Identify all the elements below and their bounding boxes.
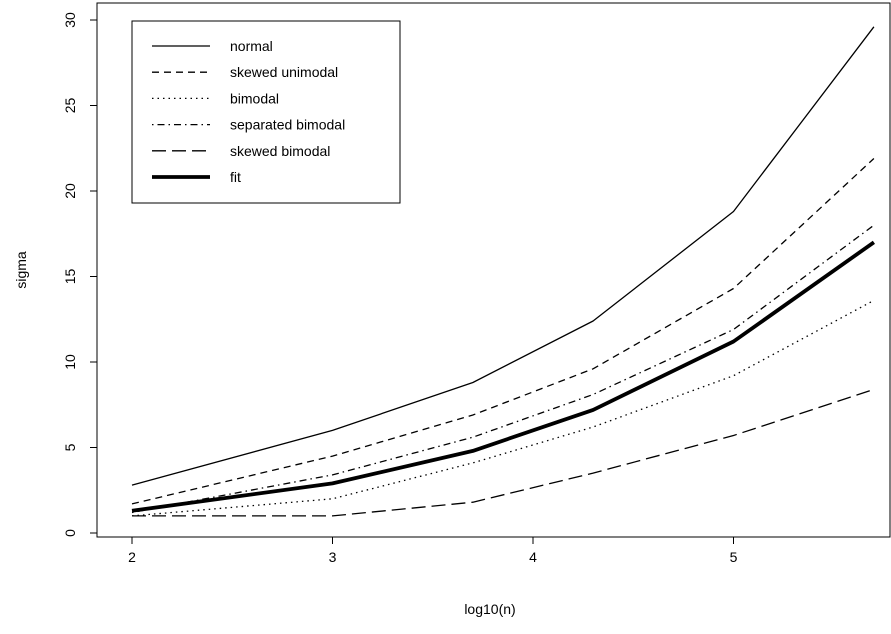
y-tick-label: 15	[62, 269, 78, 285]
y-tick-label: 25	[62, 98, 78, 114]
x-tick-label: 3	[329, 549, 337, 565]
series-line-fit	[131, 240, 875, 513]
y-tick-label: 0	[62, 529, 78, 537]
legend-box	[131, 20, 401, 204]
y-axis-title: sigma	[13, 251, 29, 289]
legend-label-bimodal: bimodal	[230, 90, 279, 106]
x-tick-label: 4	[529, 549, 537, 565]
y-tick-label: 30	[62, 12, 78, 28]
plot-area: 2 3 4 5 0 5 10 15 20 25 30	[62, 2, 891, 565]
series-line-bimodal	[131, 299, 875, 517]
y-axis-ticks: 0 5 10 15 20 25 30	[62, 12, 97, 537]
legend-items: normal skewed unimodal bimodal separated bi…	[152, 38, 345, 185]
legend-label-normal: normal	[230, 38, 273, 54]
legend-label-fit: fit	[230, 169, 241, 185]
y-tick-label: 10	[62, 354, 78, 370]
legend-label-skewed-unimodal: skewed unimodal	[230, 64, 338, 80]
x-axis-ticks: 2 3 4 5	[128, 537, 738, 565]
series-line-separated-bimodal	[131, 224, 875, 514]
x-tick-label: 5	[730, 549, 738, 565]
y-tick-label: 20	[62, 183, 78, 199]
y-tick-label: 5	[62, 443, 78, 451]
plot-frame	[96, 2, 891, 538]
legend: normal skewed unimodal bimodal separated bi…	[131, 20, 401, 204]
series-lines	[131, 26, 875, 517]
series-line-skewed-unimodal	[131, 158, 875, 505]
series-line-skewed-bimodal	[132, 388, 875, 517]
x-axis-title: log10(n)	[464, 601, 515, 617]
legend-label-separated-bimodal: separated bimodal	[230, 117, 345, 133]
series-line-normal	[131, 26, 875, 486]
legend-label-skewed-bimodal: skewed bimodal	[230, 143, 330, 159]
x-tick-label: 2	[128, 549, 136, 565]
